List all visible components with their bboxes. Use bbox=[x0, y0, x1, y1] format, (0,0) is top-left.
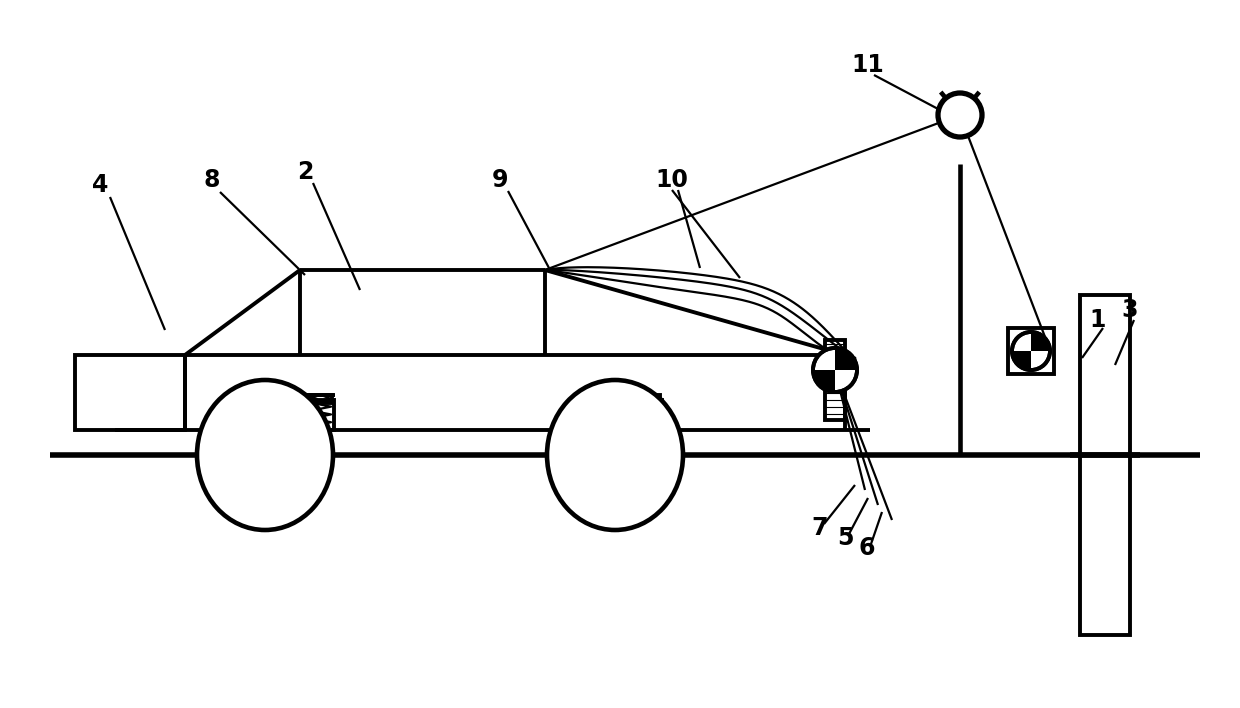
Text: 3: 3 bbox=[1122, 298, 1138, 322]
Bar bbox=[1008, 328, 1054, 374]
Circle shape bbox=[937, 93, 982, 137]
Text: 7: 7 bbox=[812, 516, 828, 540]
Text: 10: 10 bbox=[656, 168, 688, 192]
Circle shape bbox=[1012, 332, 1050, 370]
Bar bbox=[272, 395, 332, 403]
Bar bbox=[270, 400, 334, 430]
Text: 4: 4 bbox=[92, 173, 108, 197]
Ellipse shape bbox=[197, 380, 334, 530]
Circle shape bbox=[813, 348, 857, 392]
Wedge shape bbox=[1012, 351, 1030, 370]
Text: 1: 1 bbox=[1090, 308, 1106, 332]
Bar bbox=[74, 355, 185, 430]
Text: 9: 9 bbox=[492, 168, 508, 192]
Wedge shape bbox=[835, 348, 857, 370]
Ellipse shape bbox=[547, 380, 683, 530]
Text: 5: 5 bbox=[837, 526, 853, 550]
Wedge shape bbox=[1030, 332, 1050, 351]
Bar bbox=[598, 400, 662, 430]
Bar bbox=[600, 395, 660, 403]
Text: 2: 2 bbox=[296, 160, 314, 184]
Text: 11: 11 bbox=[852, 53, 884, 77]
Text: 6: 6 bbox=[859, 536, 875, 560]
Bar bbox=[1080, 455, 1130, 635]
Bar bbox=[1080, 295, 1130, 455]
Bar bbox=[825, 340, 844, 420]
Text: 8: 8 bbox=[203, 168, 221, 192]
Wedge shape bbox=[813, 370, 835, 392]
